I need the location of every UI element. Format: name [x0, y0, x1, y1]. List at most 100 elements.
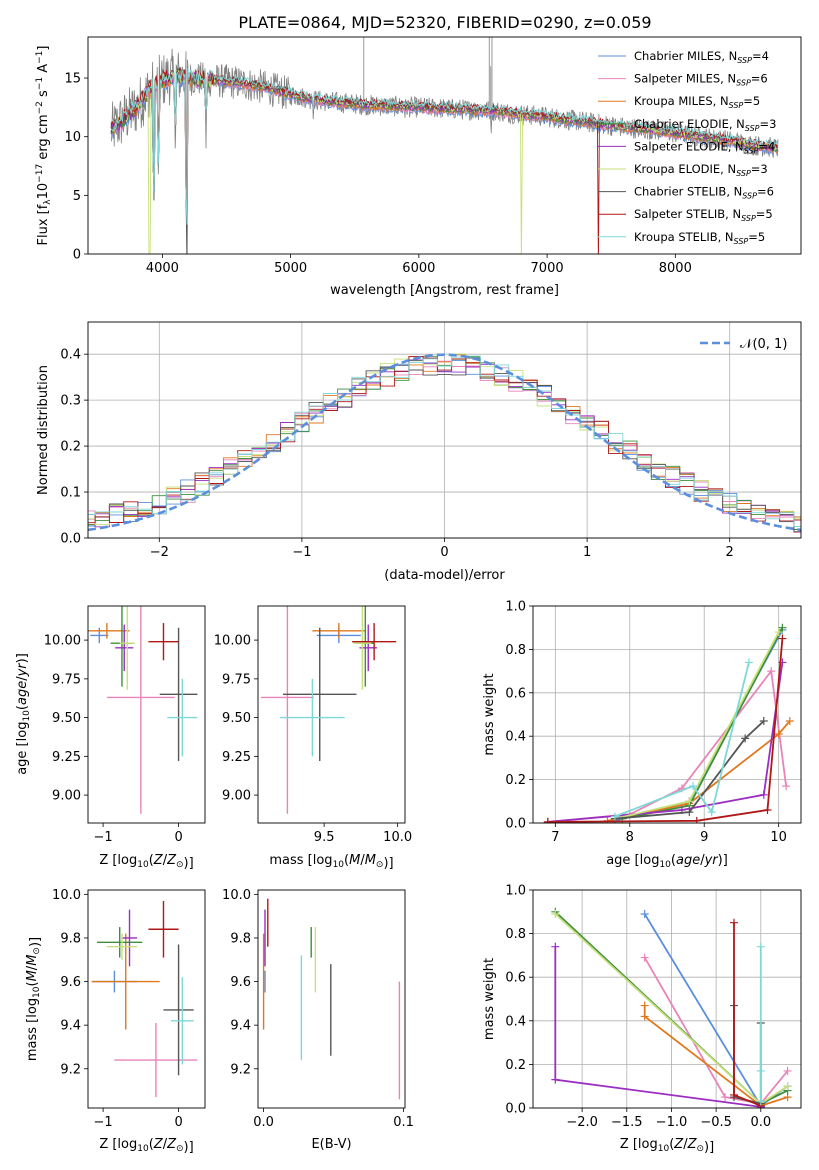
y-tick-label: 9.50 — [222, 711, 251, 726]
y-tick-label: 9.75 — [222, 672, 251, 687]
panel-age_vs_mass: 9.5 10.0 9.00 9.25 9.50 9.75 10.00 mass [log10(… — [214, 605, 412, 871]
axes-frame — [87, 605, 206, 824]
legend-label: 𝒩(0, 1) — [740, 337, 787, 352]
axes-frame — [257, 605, 406, 824]
errorbar-point — [163, 944, 194, 1076]
weight-marker — [551, 1075, 560, 1084]
axes-frame — [532, 889, 802, 1109]
axes-frame — [532, 605, 802, 824]
x-tick-label: 0 — [440, 545, 448, 560]
x-axis-label: Z [log10(Z/Z⊙)] — [99, 853, 193, 871]
y-tick-label: 0.6 — [505, 686, 526, 701]
weight-marker — [759, 790, 768, 799]
weight-marker — [707, 808, 716, 817]
y-tick-label: 9.00 — [52, 789, 81, 804]
y-tick-label: 0.0 — [60, 532, 81, 547]
y-tick-label: 9.2 — [60, 1062, 81, 1077]
weight-marker — [778, 634, 787, 643]
y-axis-label: Normed distribution — [36, 365, 51, 495]
y-tick-label: 0.0 — [505, 1102, 526, 1117]
weight-marker — [782, 782, 791, 791]
weight-line — [643, 957, 789, 1105]
y-tick-label: 9.50 — [52, 711, 81, 726]
weight-marker — [785, 717, 794, 726]
errorbar-point — [90, 627, 109, 644]
x-tick-label: −1.0 — [656, 1115, 688, 1130]
y-tick-label: 10 — [64, 130, 81, 145]
errorbar-point — [97, 927, 143, 958]
y-tick-label: 0.1 — [60, 486, 81, 501]
weight-marker — [763, 805, 772, 814]
errorbar-point — [106, 933, 138, 960]
weight-marker — [640, 1012, 649, 1021]
y-tick-label: 9.8 — [60, 931, 81, 946]
x-tick-label: 0.0 — [750, 1115, 771, 1130]
legend-label: Chabrier STELIB, NSSP=6 — [634, 185, 774, 201]
hist-traces — [88, 353, 801, 533]
weight-marker — [767, 667, 776, 676]
y-tick-label: 9.4 — [230, 1019, 251, 1034]
x-tick-label: 0.1 — [393, 1115, 414, 1130]
y-axis-label: mass weight — [482, 673, 497, 755]
legend-label: Salpeter ELODIE, NSSP=4 — [634, 139, 775, 155]
y-tick-label: 10.0 — [52, 888, 81, 903]
x-tick-label: 0 — [174, 1115, 182, 1130]
x-tick-label: 0.0 — [253, 1115, 274, 1130]
weight-marker — [774, 628, 783, 637]
errorbar-point — [280, 678, 345, 757]
y-tick-label: 9.75 — [52, 672, 81, 687]
errorbar-point — [353, 606, 372, 690]
weight-line — [614, 662, 750, 818]
x-axis-label: wavelength [Angstrom, rest frame] — [330, 283, 559, 298]
x-tick-label: 5000 — [274, 261, 307, 276]
y-tick-label: 10.0 — [222, 888, 251, 903]
errorbar-point — [148, 623, 179, 661]
legend-label: Kroupa ELODIE, NSSP=3 — [634, 162, 768, 178]
weight-marker — [730, 918, 738, 927]
errorbar-point — [260, 606, 314, 814]
errorbars-age_vs_mass — [260, 606, 397, 814]
y-tick-label: 0.6 — [505, 971, 526, 986]
x-tick-label: −1 — [94, 1115, 113, 1130]
weight-marker — [640, 953, 649, 962]
x-tick-label: 2 — [726, 545, 734, 560]
spectrum-legend: Chabrier MILES, NSSP=4 Salpeter MILES, NS… — [598, 49, 776, 246]
errorbar-point — [88, 623, 130, 639]
y-tick-label: 0.8 — [505, 927, 526, 942]
panel-mass_vs_ebv: 0.0 0.1 9.2 9.4 9.6 9.8 10.0 E(B-V) — [222, 888, 414, 1152]
weight-marker — [774, 730, 783, 739]
x-tick-label: 9 — [700, 830, 708, 845]
weight-marker — [756, 1066, 765, 1075]
y-tick-label: 0.0 — [505, 817, 526, 832]
weight-marker — [778, 623, 787, 632]
weight-marker — [756, 942, 765, 951]
errorbar-point — [114, 1022, 198, 1098]
y-tick-label: 9.6 — [230, 975, 251, 990]
x-axis-label: mass [log10(M/M⊙)] — [269, 853, 393, 871]
y-tick-label: 0.2 — [505, 773, 526, 788]
x-tick-label: −0.5 — [700, 1115, 732, 1130]
y-tick-label: 0 — [73, 248, 81, 263]
errorbar-point — [352, 623, 397, 661]
x-axis-label: Z [log10(Z/Z⊙)] — [99, 1137, 193, 1155]
errorbar-point — [312, 623, 366, 639]
x-tick-label: 7 — [551, 830, 559, 845]
panel-age_vs_Z: −1 0 9.00 9.25 9.50 9.75 10.00 Z [log10(Z/Z⊙)] a… — [15, 605, 206, 871]
weight-marker — [689, 782, 698, 791]
weight-line — [547, 668, 787, 823]
y-tick-label: 0.3 — [60, 394, 81, 409]
errorbar-point — [171, 977, 194, 1065]
errorbar-point — [148, 900, 179, 958]
panel-weight_vs_Z: −2.0 −1.5 −1.0 −0.5 0.0 0.0 0.2 0.4 0.6 0.8 1.0 mas… — [482, 884, 802, 1155]
x-tick-label: 7000 — [531, 261, 564, 276]
errorbar-point — [115, 624, 134, 672]
x-tick-label: 1 — [583, 545, 591, 560]
hist-step-kroupa-stelib — [88, 355, 801, 527]
x-tick-label: 9.5 — [314, 830, 335, 845]
weight-marker — [721, 1093, 730, 1102]
y-axis-label: age [log10(age/yr)] — [15, 653, 32, 775]
x-tick-label: −1 — [94, 830, 113, 845]
x-tick-label: 4000 — [146, 261, 179, 276]
